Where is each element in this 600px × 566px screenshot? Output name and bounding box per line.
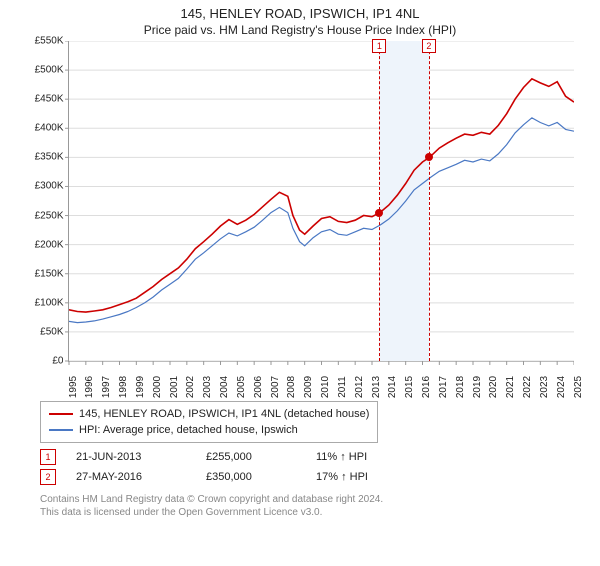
sales-table: 1 21-JUN-2013 £255,000 11% ↑ HPI 2 27-MA… <box>0 449 600 485</box>
x-tick-label: 2006 <box>253 376 264 398</box>
x-tick-label: 2021 <box>505 376 516 398</box>
y-tick-label: £300K <box>35 181 64 192</box>
footer-line-1: Contains HM Land Registry data © Crown c… <box>40 493 600 506</box>
x-tick-label: 2004 <box>219 376 230 398</box>
x-tick-label: 2019 <box>472 376 483 398</box>
x-tick-label: 2020 <box>488 376 499 398</box>
x-tick-label: 2014 <box>387 376 398 398</box>
x-tick-label: 2003 <box>202 376 213 398</box>
sale-row-price: £350,000 <box>206 471 296 483</box>
x-tick-label: 1997 <box>101 376 112 398</box>
sale-row-index: 1 <box>40 449 56 465</box>
y-tick-label: £350K <box>35 152 64 163</box>
series-property <box>69 79 574 312</box>
sale-row-diff: 11% ↑ HPI <box>316 451 367 463</box>
sale-marker-dot <box>375 209 383 217</box>
sale-row-index: 2 <box>40 469 56 485</box>
sale-marker-dot <box>425 153 433 161</box>
y-tick-label: £150K <box>35 268 64 279</box>
y-tick-label: £0 <box>52 356 63 367</box>
sale-row-date: 27-MAY-2016 <box>76 471 186 483</box>
x-tick-label: 2008 <box>286 376 297 398</box>
chart-subtitle: Price paid vs. HM Land Registry's House … <box>0 23 600 37</box>
x-tick-label: 1998 <box>118 376 129 398</box>
x-tick-label: 2015 <box>404 376 415 398</box>
x-tick-label: 2018 <box>455 376 466 398</box>
legend-label: HPI: Average price, detached house, Ipsw… <box>79 422 298 438</box>
x-tick-label: 2023 <box>539 376 550 398</box>
x-tick-label: 2013 <box>371 376 382 398</box>
sale-marker-line <box>379 41 380 361</box>
x-tick-label: 1996 <box>84 376 95 398</box>
series-lines <box>69 41 574 361</box>
x-tick-label: 2022 <box>522 376 533 398</box>
legend-item: HPI: Average price, detached house, Ipsw… <box>49 422 369 438</box>
sale-row-diff: 17% ↑ HPI <box>316 471 368 483</box>
sale-row-price: £255,000 <box>206 451 296 463</box>
y-tick-label: £200K <box>35 239 64 250</box>
sale-marker-line <box>429 41 430 361</box>
x-tick-label: 2001 <box>169 376 180 398</box>
legend-swatch <box>49 413 73 415</box>
y-tick-label: £50K <box>40 326 63 337</box>
y-tick-label: £100K <box>35 297 64 308</box>
x-tick-label: 2000 <box>152 376 163 398</box>
x-tick-label: 2011 <box>337 376 348 398</box>
x-tick-label: 2007 <box>270 376 281 398</box>
sale-row: 2 27-MAY-2016 £350,000 17% ↑ HPI <box>40 469 600 485</box>
x-tick-label: 1999 <box>135 376 146 398</box>
legend-item: 145, HENLEY ROAD, IPSWICH, IP1 4NL (deta… <box>49 406 369 422</box>
x-tick-label: 2012 <box>354 376 365 398</box>
x-tick-label: 2005 <box>236 376 247 398</box>
x-tick-label: 2010 <box>320 376 331 398</box>
chart-area: £0£50K£100K£150K£200K£250K£300K£350K£400… <box>28 41 573 361</box>
chart-title: 145, HENLEY ROAD, IPSWICH, IP1 4NL <box>0 6 600 21</box>
y-tick-label: £500K <box>35 65 64 76</box>
legend: 145, HENLEY ROAD, IPSWICH, IP1 4NL (deta… <box>40 401 378 443</box>
y-tick-label: £400K <box>35 123 64 134</box>
footer: Contains HM Land Registry data © Crown c… <box>40 493 600 519</box>
x-tick-label: 2017 <box>438 376 449 398</box>
legend-swatch <box>49 429 73 431</box>
x-axis: 1995199619971998199920002001200220032004… <box>68 361 573 389</box>
y-axis: £0£50K£100K£150K£200K£250K£300K£350K£400… <box>28 41 68 361</box>
sale-marker-label: 2 <box>422 39 436 53</box>
x-tick-label: 2024 <box>556 376 567 398</box>
x-tick-label: 2016 <box>421 376 432 398</box>
legend-label: 145, HENLEY ROAD, IPSWICH, IP1 4NL (deta… <box>79 406 369 422</box>
x-tick-label: 2025 <box>573 376 584 398</box>
sale-marker-label: 1 <box>372 39 386 53</box>
sale-row-date: 21-JUN-2013 <box>76 451 186 463</box>
sale-row: 1 21-JUN-2013 £255,000 11% ↑ HPI <box>40 449 600 465</box>
y-tick-label: £250K <box>35 210 64 221</box>
x-tick-label: 2002 <box>185 376 196 398</box>
x-tick-label: 2009 <box>303 376 314 398</box>
footer-line-2: This data is licensed under the Open Gov… <box>40 506 600 519</box>
plot-region: 12 <box>68 41 574 362</box>
y-tick-label: £450K <box>35 94 64 105</box>
x-tick-label: 1995 <box>68 376 79 398</box>
y-tick-label: £550K <box>35 36 64 47</box>
